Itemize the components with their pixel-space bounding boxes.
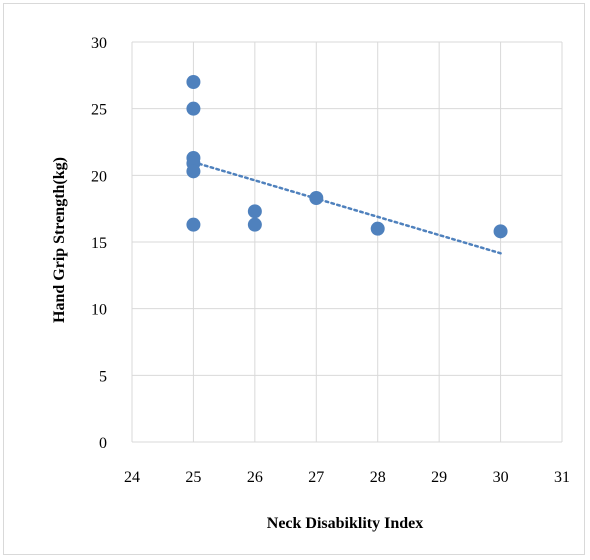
x-tick-label: 24 xyxy=(124,469,140,486)
y-tick-label: 0 xyxy=(99,435,107,452)
y-tick-label: 20 xyxy=(91,168,107,185)
data-point xyxy=(370,221,385,236)
trendline xyxy=(192,160,502,255)
data-point xyxy=(186,101,201,116)
trendline-group xyxy=(192,160,502,255)
y-tick-label: 30 xyxy=(91,35,107,52)
y-tick-label: 15 xyxy=(91,235,107,252)
x-tick-label: 30 xyxy=(493,469,509,486)
x-tick-label: 31 xyxy=(554,469,570,486)
y-tick-labels: 0 5 10 15 20 25 30 xyxy=(91,35,107,452)
y-tick-label: 10 xyxy=(91,302,107,319)
data-point xyxy=(493,224,508,239)
x-tick-label: 29 xyxy=(431,469,447,486)
y-tick-label: 5 xyxy=(99,368,107,385)
data-point xyxy=(186,75,201,89)
grid-lines xyxy=(131,41,563,443)
data-point xyxy=(247,217,262,232)
data-points xyxy=(186,75,508,239)
chart-frame xyxy=(3,3,585,555)
data-point xyxy=(186,217,201,232)
data-point xyxy=(186,164,201,179)
x-tick-label: 25 xyxy=(185,469,201,486)
x-tick-label: 28 xyxy=(370,469,386,486)
x-tick-labels: 24 25 26 27 28 29 30 31 xyxy=(124,469,570,486)
data-point xyxy=(247,204,262,219)
x-tick-label: 26 xyxy=(247,469,263,486)
data-point xyxy=(309,191,324,205)
y-tick-label: 25 xyxy=(91,102,107,119)
x-axis-title: Neck Disabiklity Index xyxy=(267,515,423,532)
x-tick-label: 27 xyxy=(308,469,324,486)
y-axis-title: Hand Grip Strength(kg) xyxy=(51,157,68,323)
